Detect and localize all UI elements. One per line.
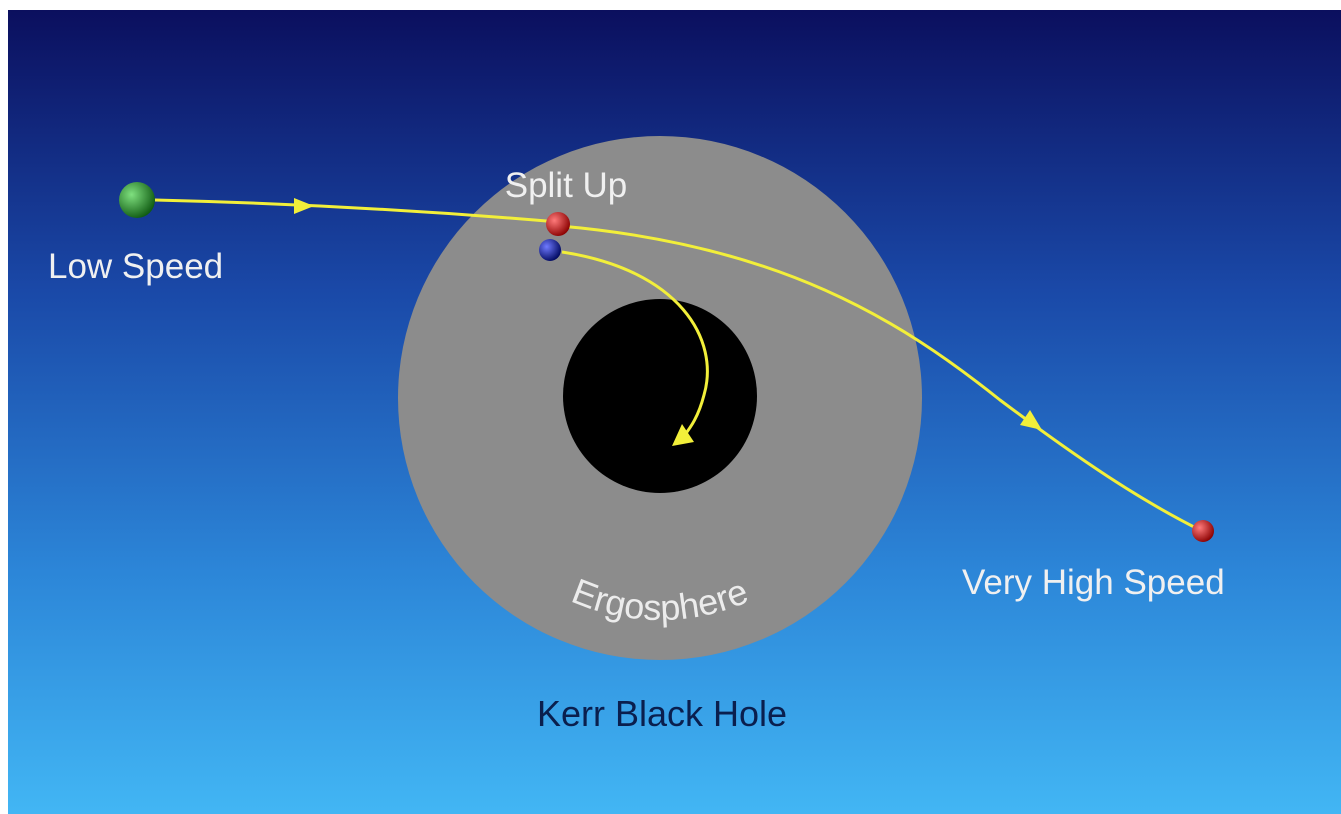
label-split: Split Up [505, 166, 628, 205]
particle-split-red [546, 212, 570, 236]
diagram: Split Up Low Speed Very High Speed Ergos… [0, 0, 1341, 814]
particle-split-blue [539, 239, 561, 261]
particle-high-speed [1192, 520, 1214, 542]
label-low-speed: Low Speed [48, 247, 223, 286]
particle-low-speed [119, 182, 155, 218]
title: Kerr Black Hole [537, 693, 787, 734]
event-horizon [563, 299, 757, 493]
label-high-speed: Very High Speed [962, 563, 1225, 602]
page: Split Up Low Speed Very High Speed Ergos… [0, 0, 1341, 814]
